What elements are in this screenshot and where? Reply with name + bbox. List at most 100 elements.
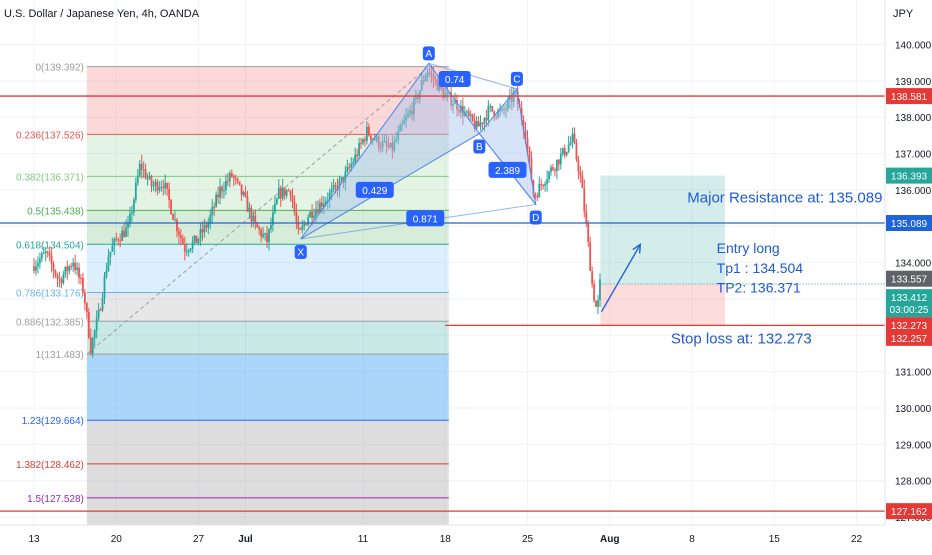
- candle-body: [144, 169, 147, 179]
- candle-body: [411, 110, 413, 115]
- candle: [471, 113, 474, 123]
- candle-body: [577, 159, 580, 173]
- candle-body: [84, 292, 86, 304]
- candle-body: [160, 186, 163, 188]
- candle-body: [330, 189, 333, 194]
- candle-body: [95, 318, 98, 331]
- price-line-badge: [886, 215, 932, 232]
- candle-body: [565, 151, 568, 156]
- pattern-point-badge: [422, 46, 435, 61]
- candle-body: [68, 266, 71, 272]
- candle-body: [377, 136, 380, 148]
- candle-body: [397, 131, 400, 140]
- candle: [123, 222, 125, 238]
- candle-body: [250, 207, 253, 222]
- pattern-ratio: 0.429: [355, 181, 394, 198]
- candle: [289, 189, 292, 202]
- pattern-point-x: X: [294, 244, 307, 259]
- candle-body: [270, 225, 272, 230]
- candle: [82, 272, 84, 296]
- candle-body: [234, 177, 237, 179]
- candle-body: [589, 241, 592, 271]
- candle: [285, 189, 288, 199]
- candle: [46, 250, 49, 258]
- candle: [554, 167, 556, 177]
- candle: [252, 210, 255, 227]
- candle: [575, 138, 578, 163]
- candle: [567, 136, 570, 154]
- time-tick-label: 27: [193, 534, 205, 545]
- candle-body: [583, 188, 586, 212]
- candle-body: [454, 100, 456, 105]
- candle-body: [446, 93, 449, 95]
- candle-body: [395, 139, 398, 142]
- pattern-point-label: D: [532, 213, 539, 224]
- candle-body: [393, 141, 396, 151]
- candle-body: [117, 239, 120, 241]
- candle: [469, 110, 472, 121]
- candle: [489, 103, 492, 113]
- candle-body: [150, 176, 153, 187]
- candle-body: [174, 219, 176, 221]
- candle: [352, 157, 355, 167]
- candle: [538, 176, 541, 198]
- candle-body: [414, 94, 417, 99]
- candle-body: [78, 267, 80, 278]
- candle-body: [201, 229, 204, 233]
- candle-body: [432, 74, 435, 80]
- candle: [516, 84, 519, 112]
- candle-body: [207, 222, 210, 228]
- candle-body: [522, 120, 525, 131]
- candle-body: [50, 255, 53, 265]
- time-axis: 13 20 27 Jul 11 18 25 Aug 8 15 22: [0, 524, 885, 550]
- candle: [366, 121, 368, 145]
- candle-body: [138, 163, 141, 176]
- candle: [503, 105, 505, 116]
- candle-body: [60, 279, 63, 284]
- candle-body: [505, 108, 507, 110]
- candle-body: [489, 105, 492, 107]
- annotation-text: Entry long: [717, 240, 780, 256]
- candle: [501, 107, 503, 113]
- fib-zone: [86, 292, 449, 322]
- candle-body: [48, 252, 51, 256]
- candle-body: [552, 167, 554, 170]
- candle-body: [593, 283, 595, 301]
- candle: [68, 264, 71, 275]
- candle: [379, 141, 382, 153]
- candle-body: [469, 114, 472, 116]
- candle-body: [540, 183, 543, 186]
- candle: [481, 122, 484, 130]
- candle-body: [499, 110, 501, 112]
- candle: [132, 197, 135, 216]
- candle-body: [534, 195, 537, 197]
- fib-trend-line: [86, 66, 430, 355]
- candle-body: [205, 224, 208, 228]
- annotation-text: Stop loss at: 132.273: [671, 331, 812, 348]
- candle: [434, 75, 437, 86]
- candle: [497, 108, 500, 119]
- candle: [189, 247, 192, 253]
- candle: [414, 89, 417, 105]
- candle-body: [426, 72, 429, 76]
- candle-body: [305, 223, 308, 225]
- candle-body: [430, 73, 433, 75]
- candle-body: [89, 337, 92, 354]
- pattern-ratio-badge: [488, 161, 527, 178]
- candle-body: [189, 248, 192, 251]
- price-tick-label: 138.000: [895, 113, 932, 124]
- candle: [164, 174, 167, 195]
- candle: [50, 247, 53, 273]
- candle: [407, 108, 409, 119]
- price-tick-label: 131.000: [895, 368, 932, 379]
- candle: [546, 170, 548, 192]
- candle-body: [146, 178, 149, 180]
- candle: [234, 174, 237, 185]
- candle: [303, 220, 306, 231]
- candle: [463, 105, 466, 118]
- candle-body: [317, 209, 319, 213]
- candle-body: [563, 148, 566, 156]
- candle: [142, 161, 145, 179]
